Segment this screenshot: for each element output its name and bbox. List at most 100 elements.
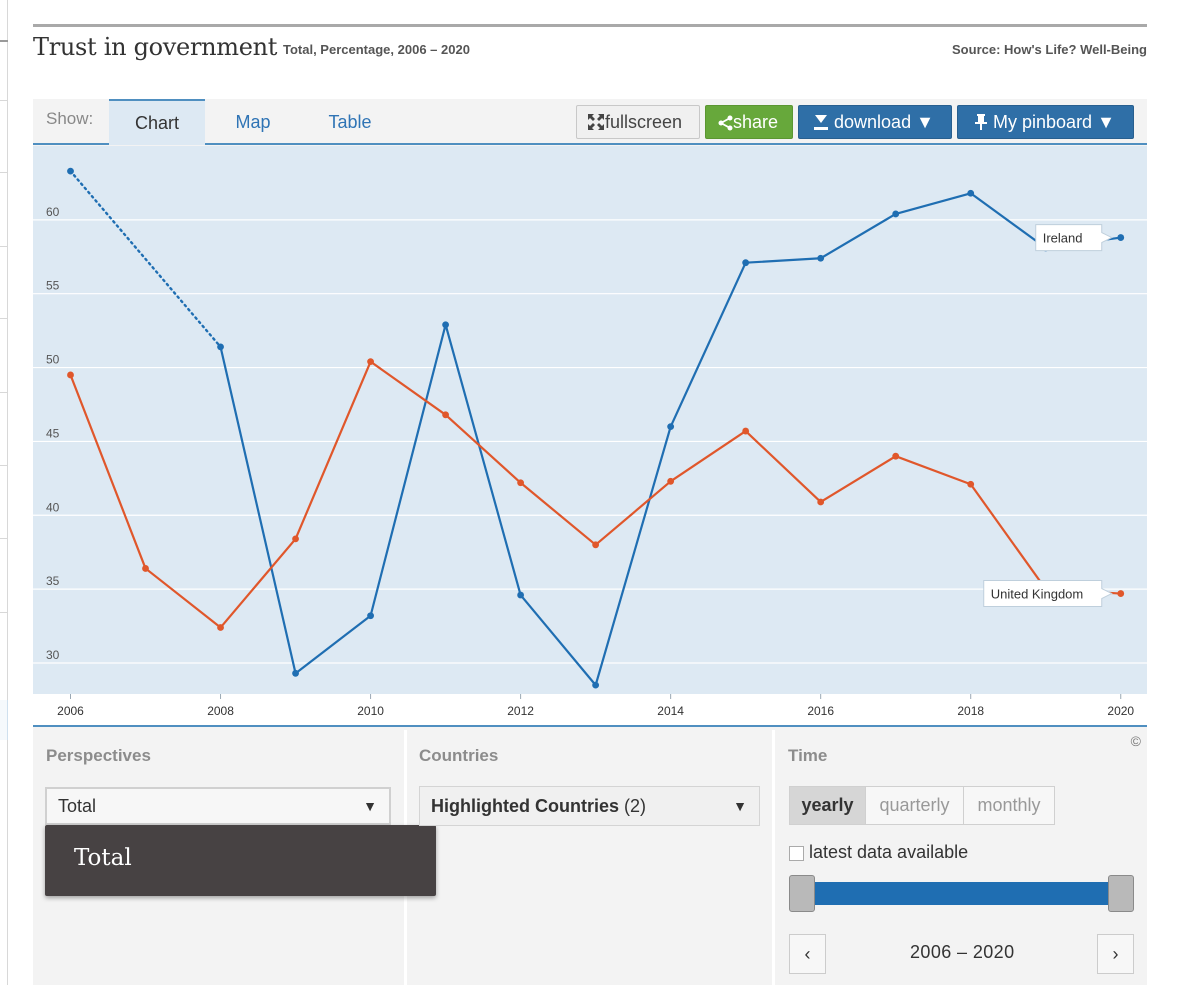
countries-select[interactable]: Highlighted Countries (2) ▼ [419, 786, 760, 826]
series-line-segment [294, 614, 372, 675]
series-line-segment [444, 413, 522, 484]
series-line-segment [669, 429, 747, 483]
x-tick-label: 2014 [657, 704, 684, 718]
data-point [592, 541, 600, 549]
data-point [667, 423, 675, 431]
frequency-monthly[interactable]: monthly [963, 786, 1055, 825]
series-end-label: United Kingdom [983, 580, 1113, 608]
x-axis-band [33, 694, 1147, 727]
time-range-slider[interactable] [804, 882, 1117, 905]
data-point [292, 535, 299, 543]
download-button[interactable]: download ▼ [798, 105, 952, 139]
data-point [967, 189, 975, 197]
tab-chart[interactable]: Chart [109, 99, 205, 145]
countries-title: Countries [419, 746, 499, 765]
x-tick-label: 2018 [957, 704, 984, 718]
x-tick-label: 2008 [207, 704, 234, 718]
series-line-segment [969, 192, 1047, 250]
time-title: Time [788, 746, 828, 765]
slider-handle-start[interactable] [789, 875, 815, 912]
share-button[interactable]: share [705, 105, 793, 139]
frequency-yearly[interactable]: yearly [789, 786, 866, 825]
series-line-segment [369, 323, 447, 617]
range-next-button[interactable]: › [1097, 934, 1134, 974]
pinboard-button[interactable]: My pinboard ▼ [957, 105, 1134, 139]
data-point [667, 477, 675, 485]
series-line-segment [744, 257, 822, 264]
range-prev-button[interactable]: ‹ [789, 934, 826, 974]
data-point [142, 565, 149, 572]
series-end-label-text: Ireland [1043, 231, 1083, 246]
tab-table[interactable]: Table [328, 112, 372, 132]
series-line-segment [219, 537, 297, 629]
series-line-segment [144, 567, 222, 629]
page-title: Trust in government [33, 33, 278, 61]
left-sidebar-active-item[interactable] [0, 700, 8, 740]
y-tick-label: 60 [46, 205, 60, 219]
data-point [442, 321, 449, 329]
pin-icon [975, 114, 987, 130]
left-sidebar-edge [0, 0, 8, 985]
share-icon [718, 115, 733, 131]
countries-selected-value: Highlighted Countries [431, 796, 619, 816]
data-point [67, 167, 74, 175]
show-label: Show: [46, 109, 94, 128]
slider-handle-end[interactable] [1108, 875, 1134, 912]
series-line-segment [819, 212, 897, 260]
data-point [592, 681, 600, 689]
series-end-label: Ireland [1035, 224, 1113, 252]
data-point [817, 254, 825, 262]
time-range-label: 2006 – 2020 [910, 942, 1015, 962]
data-point [967, 480, 975, 488]
series-end-label-box [983, 580, 1113, 608]
perspectives-dropdown: Total [45, 825, 436, 896]
fullscreen-button[interactable]: fullscreen [576, 105, 700, 139]
series-line-segment [969, 483, 1047, 591]
tab-map[interactable]: Map [235, 112, 271, 132]
perspectives-option-total[interactable]: Total [74, 845, 132, 871]
frequency-quarterly[interactable]: quarterly [865, 786, 964, 825]
countries-count: (2) [624, 796, 647, 816]
y-tick-label: 55 [46, 279, 60, 293]
x-tick-label: 2012 [507, 704, 534, 718]
perspectives-title: Perspectives [46, 746, 151, 765]
data-point [742, 259, 750, 267]
series-line-segment [894, 192, 972, 216]
data-point [892, 210, 900, 218]
data-point [1117, 590, 1125, 597]
data-point [217, 624, 224, 631]
series-line-segment [594, 425, 672, 687]
data-point [217, 343, 224, 351]
data-point [292, 669, 299, 677]
data-point [817, 498, 825, 506]
top-rule [33, 24, 1147, 27]
data-point [1117, 234, 1125, 241]
y-tick-label: 40 [46, 500, 60, 514]
source-link[interactable]: Source: How's Life? Well-Being [952, 42, 1147, 57]
series-line-segment [444, 323, 522, 597]
chevron-down-icon: ▼ [363, 798, 377, 814]
chevron-down-icon: ▼ [733, 798, 747, 814]
latest-data-checkbox[interactable] [789, 846, 804, 861]
latest-data-label: latest data available [809, 842, 969, 862]
data-point [742, 427, 750, 435]
line-chart: 30 35 40 45 50 55 60 2006 2008 2010 2012 2014 2016 20… [33, 167, 1147, 718]
data-point [442, 411, 449, 419]
y-tick-label: 35 [46, 574, 60, 588]
x-tick-label: 2010 [357, 704, 384, 718]
tab-bar: Show: Chart Map Table fullscreen share d… [33, 99, 1147, 145]
series-line-segment [294, 360, 372, 541]
x-tick-label: 2006 [57, 704, 84, 718]
page-subtitle: Total, Percentage, 2006 – 2020 [283, 42, 470, 57]
perspectives-select[interactable]: Total ▼ [45, 787, 391, 825]
data-point [367, 358, 374, 366]
series-line-segment [819, 455, 897, 504]
chart-widget: Show: Chart Map Table fullscreen share d… [33, 99, 1147, 985]
copyright-icon[interactable]: © [1130, 733, 1141, 749]
series-line-segment [894, 455, 972, 486]
y-tick-label: 30 [46, 648, 60, 662]
data-point [67, 371, 74, 379]
data-point [517, 479, 525, 487]
series-line-segment [519, 593, 597, 687]
